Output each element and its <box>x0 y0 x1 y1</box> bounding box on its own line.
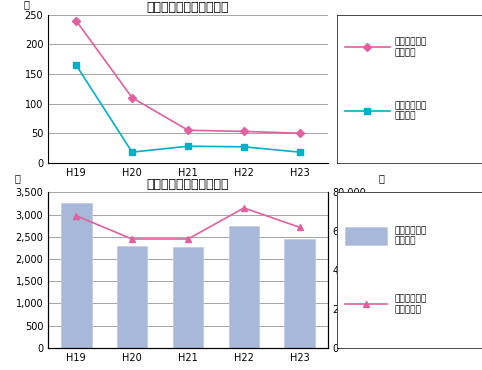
Text: 個別健康教育
指導終了: 個別健康教育 指導終了 <box>394 101 427 121</box>
Title: 個別健康教育（熊本県）: 個別健康教育（熊本県） <box>147 1 229 14</box>
Title: 集団健康教育（熊本県）: 集団健康教育（熊本県） <box>147 178 229 191</box>
Text: 回: 回 <box>14 173 21 183</box>
Bar <box>173 247 203 348</box>
FancyBboxPatch shape <box>345 226 387 245</box>
Bar <box>284 239 315 348</box>
Text: 集団健康教育
開催回数: 集団健康教育 開催回数 <box>394 226 427 246</box>
Bar <box>61 204 92 348</box>
Bar <box>228 226 259 348</box>
Text: 人: 人 <box>378 173 384 183</box>
Text: 個別健康教育
指導開始: 個別健康教育 指導開始 <box>394 38 427 57</box>
Bar <box>117 246 147 348</box>
Text: 集団健康教育
参加延人員: 集団健康教育 参加延人員 <box>394 295 427 314</box>
Text: 人: 人 <box>23 0 29 9</box>
